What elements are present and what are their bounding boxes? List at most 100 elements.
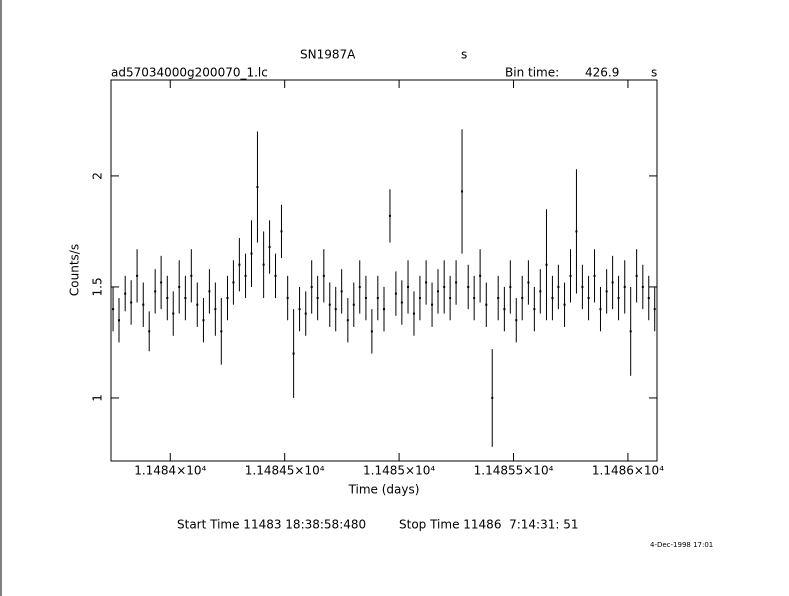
data-point xyxy=(226,297,229,300)
data-point xyxy=(491,396,494,399)
data-point xyxy=(593,274,596,277)
data-point xyxy=(352,303,355,306)
data-point xyxy=(286,297,289,300)
data-point xyxy=(647,297,650,300)
data-point xyxy=(310,285,313,288)
data-point xyxy=(400,301,403,304)
data-point xyxy=(503,308,506,311)
data-point xyxy=(148,330,151,333)
data-point xyxy=(334,308,337,311)
data-point xyxy=(112,308,115,311)
data-point xyxy=(118,319,121,322)
data-point xyxy=(256,186,259,189)
data-point xyxy=(473,297,476,300)
data-point xyxy=(623,285,626,288)
data-point xyxy=(250,252,253,255)
data-point xyxy=(533,308,536,311)
bin-time-label: Bin time: xyxy=(505,66,559,80)
subtitle: ad57034000g200070_1.lc xyxy=(111,66,268,80)
y-tick-label: 1 xyxy=(91,394,105,402)
data-point xyxy=(160,281,163,284)
data-point xyxy=(394,292,397,295)
x-axis-label: Time (days) xyxy=(348,483,420,497)
data-point xyxy=(388,214,391,217)
data-point xyxy=(575,230,578,233)
data-point xyxy=(154,290,157,293)
data-point xyxy=(190,274,193,277)
data-point xyxy=(364,297,367,300)
data-point xyxy=(316,297,319,300)
data-point xyxy=(515,319,518,322)
data-point xyxy=(418,297,421,300)
data-point xyxy=(425,281,428,284)
data-point xyxy=(431,303,434,306)
data-point xyxy=(605,290,608,293)
x-tick-label: 1.1484×10⁴ xyxy=(134,464,206,478)
bin-time-unit: s xyxy=(651,66,657,80)
data-point xyxy=(557,285,560,288)
y-axis-label: Counts/s xyxy=(68,244,82,296)
data-point xyxy=(124,292,127,295)
data-point xyxy=(184,297,187,300)
data-point xyxy=(274,274,277,277)
x-tick-label: 1.1486×10⁴ xyxy=(592,464,664,478)
data-point xyxy=(617,297,620,300)
data-point xyxy=(232,281,235,284)
data-point xyxy=(653,308,656,311)
data-point xyxy=(304,312,307,315)
data-point xyxy=(587,297,590,300)
data-point xyxy=(497,297,500,300)
data-point xyxy=(340,290,343,293)
data-point xyxy=(455,281,458,284)
data-point xyxy=(358,285,361,288)
data-point xyxy=(136,274,139,277)
data-point xyxy=(214,308,217,311)
data-point xyxy=(437,290,440,293)
data-point xyxy=(130,301,133,304)
data-point xyxy=(407,285,410,288)
data-point xyxy=(551,297,554,300)
data-point xyxy=(485,303,488,306)
plot-frame xyxy=(110,79,658,462)
data-point xyxy=(298,308,301,311)
x-tick-label: 1.14855×10⁴ xyxy=(474,464,554,478)
data-point xyxy=(611,281,614,284)
x-tick-label: 1.14845×10⁴ xyxy=(245,464,325,478)
data-point xyxy=(509,285,512,288)
data-point xyxy=(641,285,644,288)
data-point xyxy=(599,308,602,311)
chart-title: SN1987A xyxy=(300,48,356,62)
data-point xyxy=(635,274,638,277)
data-point xyxy=(412,312,415,315)
data-point xyxy=(563,303,566,306)
data-point xyxy=(202,319,205,322)
data-point xyxy=(521,297,524,300)
data-point xyxy=(322,274,325,277)
data-point xyxy=(449,297,452,300)
data-point xyxy=(208,290,211,293)
data-point xyxy=(581,285,584,288)
data-point xyxy=(328,303,331,306)
data-point xyxy=(268,245,271,248)
data-point xyxy=(238,263,241,266)
data-point xyxy=(545,263,548,266)
data-point xyxy=(479,274,482,277)
data-point xyxy=(220,330,223,333)
data-point xyxy=(262,263,265,266)
data-point xyxy=(178,285,181,288)
data-point xyxy=(166,297,169,300)
start-time: Start Time 11483 18:38:58:480 xyxy=(177,518,366,532)
y-tick-label: 1.5 xyxy=(91,277,105,296)
data-point xyxy=(172,312,175,315)
data-point xyxy=(467,285,470,288)
data-point xyxy=(280,230,283,233)
data-point xyxy=(142,303,145,306)
data-point xyxy=(443,285,446,288)
x-tick-label: 1.1485×10⁴ xyxy=(363,464,435,478)
data-point xyxy=(244,274,247,277)
data-point xyxy=(527,281,530,284)
plot-date: 4-Dec-1998 17:01 xyxy=(650,541,713,549)
